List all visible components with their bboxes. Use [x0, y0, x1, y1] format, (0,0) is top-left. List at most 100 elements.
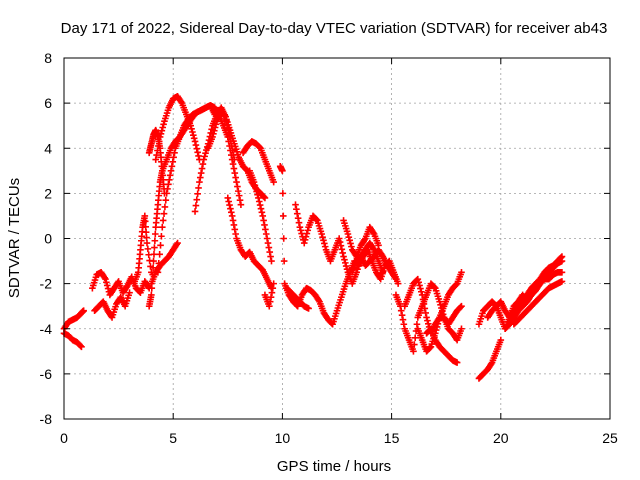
data-point [167, 167, 175, 175]
data-point [269, 284, 277, 292]
data-point [279, 190, 287, 197]
data-point [144, 245, 152, 253]
data-point [295, 219, 303, 227]
data-point [145, 283, 152, 291]
data-point [270, 178, 277, 186]
data-point [233, 178, 240, 186]
data-point [303, 230, 311, 237]
series-arc-24 [414, 269, 465, 355]
data-point [369, 229, 377, 236]
data-point [194, 190, 201, 198]
data-point [150, 250, 158, 258]
data-point [320, 237, 327, 244]
data-point [254, 191, 261, 199]
series-arc-26 [475, 336, 505, 382]
data-point [313, 216, 320, 223]
data-point [458, 302, 465, 310]
data-point [348, 243, 355, 250]
data-point [264, 239, 272, 247]
data-point [231, 156, 238, 163]
data-point [191, 138, 199, 145]
data-point [347, 240, 354, 247]
data-point [399, 316, 407, 324]
data-point [426, 344, 434, 352]
data-point [157, 241, 164, 249]
data-point [302, 233, 310, 240]
data-point [235, 192, 243, 199]
data-point [228, 212, 236, 220]
data-point [341, 259, 349, 267]
data-point [230, 151, 237, 159]
data-point [169, 158, 177, 166]
data-point [453, 359, 461, 366]
data-point [143, 239, 151, 247]
x-tick-label: 15 [384, 430, 400, 446]
data-point [260, 217, 267, 224]
data-point [294, 214, 302, 222]
data-point [231, 169, 239, 177]
y-tick-label: 2 [44, 185, 52, 201]
series-arc-7 [152, 93, 203, 163]
x-tick-label: 25 [602, 430, 618, 446]
series-arc-29 [501, 257, 566, 333]
series-arc-1 [60, 307, 87, 333]
data-point [340, 253, 347, 260]
data-point [173, 241, 180, 248]
data-point [497, 336, 505, 344]
data-point [227, 205, 234, 213]
data-point [260, 193, 268, 201]
data-point [369, 245, 377, 252]
data-point [256, 201, 264, 209]
y-tick-label: -8 [40, 411, 53, 427]
series-arc-14 [239, 138, 277, 186]
data-point [280, 257, 288, 265]
data-point [418, 291, 426, 299]
data-point [225, 198, 232, 205]
data-point [434, 320, 442, 328]
data-point [162, 196, 170, 204]
data-point [230, 165, 238, 172]
y-axis-label: SDTVAR / TECUs [6, 178, 23, 298]
data-point [300, 239, 308, 247]
series-arc-30 [510, 278, 566, 328]
data-point [339, 249, 346, 257]
data-point [423, 314, 430, 321]
data-point [292, 201, 299, 208]
data-point [413, 320, 421, 328]
data-point [335, 235, 343, 242]
data-point [229, 160, 237, 168]
x-tick-label: 0 [60, 430, 68, 446]
data-point [171, 149, 178, 157]
data-point [268, 257, 275, 265]
series-arc-5 [130, 212, 155, 287]
data-point [297, 227, 305, 234]
data-point [151, 230, 159, 238]
data-point [420, 300, 428, 308]
data-point [432, 326, 440, 334]
data-point [424, 317, 431, 324]
data-point [304, 227, 312, 234]
data-point [230, 221, 238, 229]
data-point [321, 240, 328, 247]
data-point [188, 125, 195, 133]
data-point [296, 223, 304, 231]
data-point [379, 269, 387, 276]
chart-title: Day 171 of 2022, Sidereal Day-to-day VTE… [61, 20, 608, 37]
axes: 0 5 10 15 20 25 -8 -6 -4 -2 0 2 4 6 8 [40, 50, 618, 446]
y-tick-label: 4 [44, 140, 52, 156]
data-point [411, 334, 419, 342]
data-point [338, 246, 346, 253]
y-tick-label: -2 [40, 276, 53, 292]
data-point [262, 230, 270, 238]
series-arc-4 [91, 289, 133, 321]
data-point [279, 167, 286, 175]
data-point [305, 305, 312, 312]
y-tick-label: 0 [44, 231, 52, 247]
x-tick-label: 20 [493, 430, 509, 446]
data-point [416, 282, 423, 289]
y-tick-label: 6 [44, 95, 52, 111]
data-point [165, 176, 173, 184]
data-point [431, 283, 438, 291]
data-point [151, 244, 158, 251]
data-point [221, 112, 229, 120]
